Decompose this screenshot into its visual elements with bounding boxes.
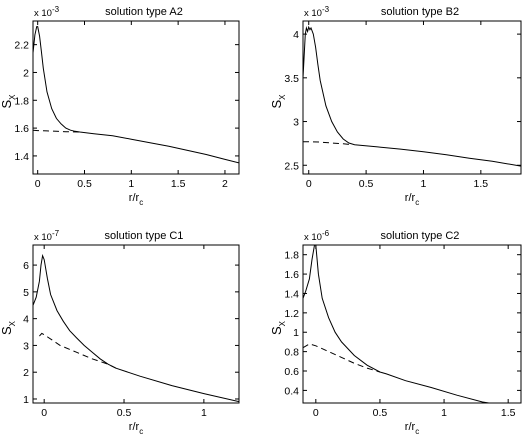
- x-tick-label: 0: [306, 178, 312, 190]
- chart-title: solution type B2: [381, 6, 459, 18]
- series-dashed-line: [303, 141, 353, 146]
- x-tick-label: 1: [201, 407, 207, 419]
- y-tick-label: 1.6: [14, 123, 29, 135]
- y-tick-label: 1: [293, 327, 299, 339]
- axes-frame: [32, 244, 240, 404]
- x-tick-label: 1: [421, 178, 427, 190]
- axes-frame: [302, 20, 522, 175]
- x-tick-label: 0.5: [117, 407, 132, 419]
- axes-frame: [32, 20, 240, 175]
- x-tick-label: 0.5: [359, 178, 374, 190]
- y-tick-label: 3: [293, 117, 299, 129]
- y-tick-label: 0.4: [284, 385, 299, 397]
- x-axis-label: r/rc: [405, 421, 419, 436]
- x-tick-label: 1: [128, 178, 134, 190]
- x-tick-label: 1.5: [474, 178, 489, 190]
- x-tick-label: 2: [222, 178, 228, 190]
- y-tick-label: 0.6: [284, 366, 299, 378]
- series-dashed-line: [303, 343, 381, 373]
- chart-title: solution type A2: [105, 6, 183, 18]
- y-axis-label-subscript: X: [278, 94, 287, 100]
- y-tick-label: 2: [23, 367, 29, 379]
- x-tick-label: 0.5: [77, 178, 92, 190]
- y-axis-label: SX: [269, 94, 287, 109]
- y-tick-label: 3.5: [284, 73, 299, 85]
- y-scale-exponent: -3: [322, 5, 330, 14]
- x-axis-label-subscript: c: [139, 427, 143, 436]
- chart-title: solution type C2: [381, 230, 460, 242]
- y-axis-label-subscript: X: [8, 320, 17, 326]
- y-scale-exponent: -3: [52, 5, 60, 14]
- y-tick-label: 1.2: [284, 308, 299, 320]
- x-axis-label-subscript: c: [139, 198, 143, 207]
- chart-panel-3: 0 0.5 1 1 2 3 4 5 6 x 10-7 solution type C1 r/rc SX: [0, 229, 240, 436]
- y-tick-label: 1: [23, 394, 29, 406]
- y-axis-label-subscript: X: [8, 94, 17, 100]
- series-dashed-line: [39, 332, 117, 369]
- y-tick-label: 2.5: [284, 160, 299, 172]
- x-tick-label: 0: [35, 178, 41, 190]
- y-tick-label: 3: [23, 340, 29, 352]
- chart-title: solution type C1: [105, 230, 184, 242]
- chart-panel-2: 0 0.5 1 1.5 2.5 3 3.5 4 x 10-3 solution type B2 r/…: [269, 5, 522, 207]
- y-scale-factor: x 10-7: [34, 229, 60, 243]
- series-solid-line: [33, 26, 239, 164]
- series-solid-line: [303, 245, 489, 403]
- y-tick-label: 2: [23, 67, 29, 79]
- x-tick-label: 1.5: [171, 178, 186, 190]
- series-solid-line: [33, 253, 239, 403]
- x-tick-label: 0.5: [373, 407, 388, 419]
- y-scale-exponent: -6: [322, 229, 330, 238]
- series-dashed-line: [33, 129, 80, 133]
- y-axis-label: SX: [269, 320, 287, 335]
- x-axis-label: r/rc: [129, 421, 143, 436]
- y-scale-factor: x 10-3: [34, 5, 60, 19]
- y-tick-label: 6: [23, 260, 29, 272]
- x-tick-label: 1.5: [501, 407, 516, 419]
- y-tick-label: 2.2: [14, 40, 29, 52]
- x-tick-label: 0: [41, 407, 47, 419]
- x-tick-label: 1: [441, 407, 447, 419]
- axes-frame: [302, 244, 522, 404]
- y-tick-label: 1.4: [14, 151, 29, 163]
- y-axis-label-subscript: X: [278, 320, 287, 326]
- y-tick-label: 1.6: [284, 269, 299, 281]
- y-scale-exponent: -7: [52, 229, 60, 238]
- x-axis-label-subscript: c: [415, 198, 419, 207]
- y-scale-factor: x 10-3: [304, 5, 330, 19]
- series-solid-line: [303, 25, 521, 167]
- y-tick-label: 4: [23, 314, 29, 326]
- x-tick-label: 0: [313, 407, 319, 419]
- y-tick-label: 5: [23, 287, 29, 299]
- y-tick-label: 1.8: [284, 250, 299, 262]
- y-tick-label: 4: [293, 29, 299, 41]
- y-axis-label: SX: [0, 320, 17, 335]
- y-tick-label: 1.4: [284, 288, 299, 300]
- chart-panel-1: 0 0.5 1 1.5 2 1.4 1.6 1.8 2 2.2 x 10-3 solution typ…: [0, 5, 240, 207]
- x-axis-label-subscript: c: [415, 427, 419, 436]
- x-axis-label: r/rc: [129, 192, 143, 207]
- chart-panel-4: 0 0.5 1 1.5 0.4 0.6 0.8 1 1.2 1.4 1.6 1.8 x 10-6 solu…: [269, 229, 522, 436]
- y-tick-label: 1.8: [14, 95, 29, 107]
- y-scale-factor: x 10-6: [304, 229, 330, 243]
- y-tick-label: 0.8: [284, 347, 299, 359]
- x-axis-label: r/rc: [405, 192, 419, 207]
